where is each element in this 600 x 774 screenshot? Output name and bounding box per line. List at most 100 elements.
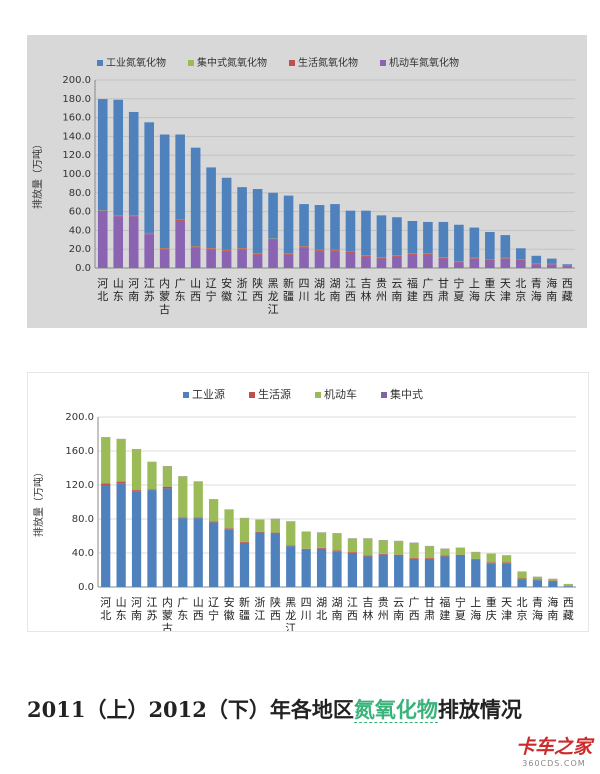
x-tick-label: 古	[162, 622, 173, 631]
bar-segment	[454, 262, 464, 268]
bar-segment	[221, 177, 232, 250]
bar-segment	[116, 439, 126, 482]
x-tick-label: 天	[501, 596, 512, 609]
x-tick-label: 广	[422, 277, 433, 290]
caption-text-after: 排放情况	[437, 697, 522, 722]
bar-segment	[562, 266, 573, 268]
bar-segment	[409, 542, 419, 559]
bar-segment	[178, 518, 188, 587]
bar-segment	[206, 167, 216, 248]
x-tick-label: 南	[131, 609, 142, 622]
bar-segment	[517, 571, 527, 579]
legend-label: 集中式氮氧化物	[197, 56, 267, 69]
chart-2012: 工业源 生活源 机动车 集中式 0.0 40.0 80.0 120.0 160.0 200.0 排放…	[32, 387, 576, 631]
x-tick-label: 徽	[221, 289, 232, 303]
y-tick-label: 120.0	[62, 150, 91, 161]
x-tick-label: 云	[393, 596, 404, 609]
bar-segment	[252, 253, 263, 255]
bar-segment	[237, 187, 247, 248]
x-tick-label: 内	[159, 276, 170, 290]
x-tick-label: 京	[517, 608, 528, 622]
x-tick-label: 庆	[484, 289, 495, 303]
y-tick-label: 120.0	[65, 480, 94, 491]
bar-segment	[314, 251, 325, 268]
bar-segment	[501, 562, 512, 564]
bar-segment	[532, 580, 543, 587]
bar-segment	[206, 249, 216, 268]
bar-segment	[162, 466, 173, 487]
x-tick-label: 西	[345, 290, 356, 303]
bar-segment	[255, 531, 265, 533]
y-tick-label: 100.0	[62, 169, 91, 180]
bar-segment	[209, 499, 219, 522]
bar-segment	[301, 548, 311, 550]
x-tick-label: 津	[500, 290, 511, 303]
bar-segment	[206, 248, 216, 250]
x-tick-label: 新	[239, 595, 250, 609]
x-tick-label: 江	[285, 622, 296, 631]
x-tick-label: 黑	[268, 277, 279, 290]
y-tick-label: 180.0	[62, 94, 91, 105]
x-tick-label: 京	[515, 289, 526, 303]
x-tick-label: 湖	[330, 277, 341, 290]
legend-swatch	[315, 392, 321, 398]
x-tick-label: 宁	[208, 608, 219, 622]
bar-segment	[209, 521, 219, 523]
x-tick-label: 苏	[144, 290, 155, 303]
bar-segment	[531, 255, 542, 264]
x-tick-label: 北	[97, 290, 108, 303]
bar-segment	[485, 231, 495, 260]
legend-label: 生活源	[258, 387, 291, 401]
bar-segment	[147, 489, 157, 491]
bar-segment	[314, 250, 325, 252]
x-tick-label: 津	[501, 609, 512, 622]
x-tick-label: 海	[469, 289, 480, 303]
x-tick-label: 古	[159, 303, 170, 316]
bar-segment	[345, 210, 356, 252]
y-tick-label: 80.0	[72, 514, 94, 525]
x-tick-label: 浙	[237, 277, 248, 290]
x-tick-label: 甘	[424, 596, 435, 609]
bar-segment	[347, 553, 358, 587]
bar-segment	[376, 257, 387, 259]
x-tick-label: 蒙	[162, 609, 173, 622]
legend-swatch	[249, 392, 255, 398]
x-tick-label: 南	[546, 290, 557, 303]
bar-segment	[516, 248, 526, 260]
bar-segment	[392, 255, 402, 257]
bar-segment	[144, 233, 154, 235]
bar-segment	[562, 264, 573, 266]
bar-segment	[407, 221, 418, 254]
bar-segment	[314, 205, 325, 250]
x-tick-label: 海	[546, 276, 557, 290]
bar-segment	[485, 260, 495, 268]
legend-swatch	[183, 392, 189, 398]
bar-segment	[224, 528, 234, 530]
x-tick-label: 夏	[453, 290, 464, 303]
bar-segment	[501, 555, 512, 563]
bar-segment	[252, 254, 263, 268]
bar-segment	[347, 538, 358, 553]
x-tick-label: 肃	[438, 290, 449, 303]
bar-segment	[193, 518, 203, 587]
x-tick-label: 川	[299, 290, 310, 303]
x-tick-label: 东	[113, 290, 124, 303]
caption-highlight-link[interactable]: 氮氧化物	[353, 697, 438, 723]
x-tick-label: 江	[237, 290, 248, 303]
bar-segment	[175, 220, 185, 221]
bar-segment	[283, 195, 294, 254]
bar-segment	[316, 547, 327, 549]
x-tick-label: 南	[332, 609, 343, 622]
bar-segment	[424, 558, 435, 559]
bar-segment	[299, 246, 309, 248]
bar-segment	[299, 247, 309, 268]
bar-segment	[193, 517, 203, 519]
chart-2012-panel: 工业源 生活源 机动车 集中式 0.0 40.0 80.0 120.0 160.0 200.0 排放…	[27, 372, 589, 632]
bar-segment	[316, 532, 327, 548]
y-tick-label: 0.0	[75, 263, 91, 274]
x-tick-label: 江	[146, 596, 157, 609]
bar-segment	[345, 252, 356, 253]
x-tick-label: 江	[345, 277, 356, 290]
x-tick-label: 江	[347, 596, 358, 609]
bar-segment	[144, 234, 154, 268]
